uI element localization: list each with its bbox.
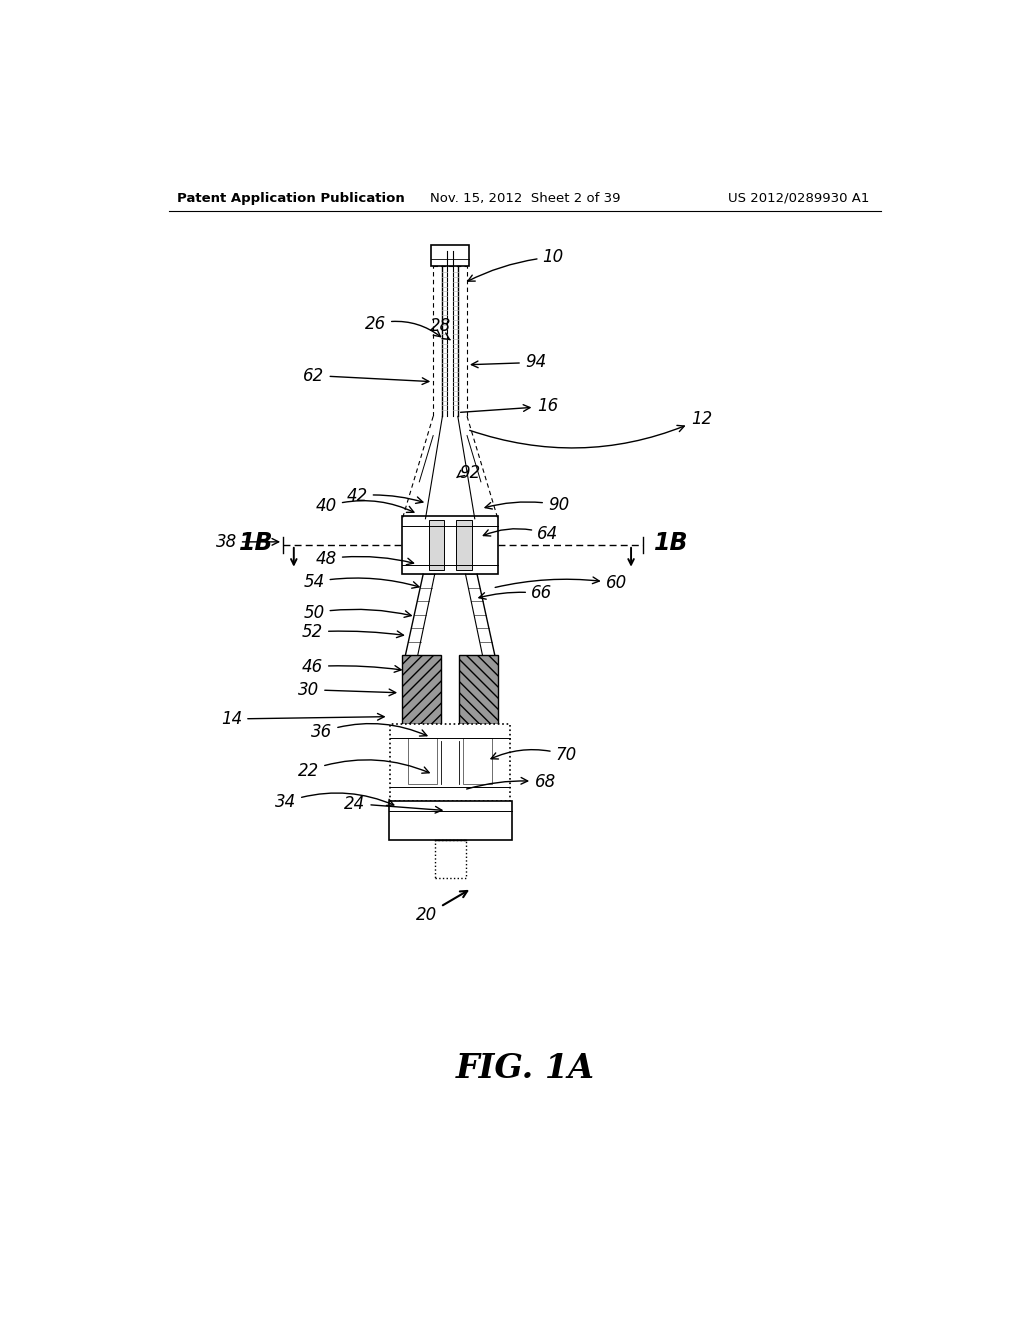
Text: Patent Application Publication: Patent Application Publication bbox=[177, 191, 404, 205]
Text: FIG. 1A: FIG. 1A bbox=[456, 1052, 594, 1085]
Text: 50: 50 bbox=[303, 603, 412, 622]
Text: 38: 38 bbox=[216, 533, 279, 550]
Bar bbox=[457, 520, 472, 570]
Bar bbox=[408, 738, 437, 784]
Text: 62: 62 bbox=[303, 367, 429, 384]
Text: 1B: 1B bbox=[239, 532, 273, 556]
Text: 22: 22 bbox=[298, 760, 429, 780]
Text: 1B: 1B bbox=[654, 532, 689, 556]
Text: 90: 90 bbox=[485, 496, 569, 513]
Bar bbox=[460, 655, 498, 725]
Bar bbox=[431, 244, 469, 267]
Text: 92: 92 bbox=[457, 463, 481, 482]
Text: 48: 48 bbox=[315, 550, 414, 568]
Text: 60: 60 bbox=[496, 574, 628, 593]
Text: 52: 52 bbox=[302, 623, 403, 642]
Text: 46: 46 bbox=[302, 657, 401, 676]
Bar bbox=[435, 840, 466, 878]
Text: 16: 16 bbox=[461, 397, 558, 416]
Text: 14: 14 bbox=[221, 710, 384, 727]
Text: 12: 12 bbox=[470, 409, 713, 447]
Text: 26: 26 bbox=[365, 315, 440, 337]
Bar bbox=[390, 725, 510, 801]
Bar bbox=[463, 738, 493, 784]
Bar bbox=[402, 516, 498, 574]
Text: 66: 66 bbox=[479, 585, 552, 602]
Text: 54: 54 bbox=[303, 573, 419, 591]
Text: 10: 10 bbox=[468, 248, 564, 281]
Bar bbox=[429, 520, 444, 570]
Text: 42: 42 bbox=[346, 487, 423, 504]
Text: 30: 30 bbox=[298, 681, 395, 698]
Text: 70: 70 bbox=[490, 746, 577, 764]
Text: 24: 24 bbox=[344, 795, 442, 813]
Text: 20: 20 bbox=[417, 891, 467, 924]
Text: 28: 28 bbox=[429, 317, 451, 339]
Text: 40: 40 bbox=[315, 498, 414, 515]
Text: 36: 36 bbox=[311, 723, 427, 741]
Text: 68: 68 bbox=[467, 774, 556, 791]
Text: 94: 94 bbox=[471, 354, 546, 371]
Text: Nov. 15, 2012  Sheet 2 of 39: Nov. 15, 2012 Sheet 2 of 39 bbox=[429, 191, 621, 205]
Bar bbox=[402, 655, 441, 725]
Text: 64: 64 bbox=[483, 525, 558, 543]
Text: 34: 34 bbox=[274, 793, 394, 810]
Bar bbox=[388, 801, 512, 840]
Text: US 2012/0289930 A1: US 2012/0289930 A1 bbox=[728, 191, 869, 205]
